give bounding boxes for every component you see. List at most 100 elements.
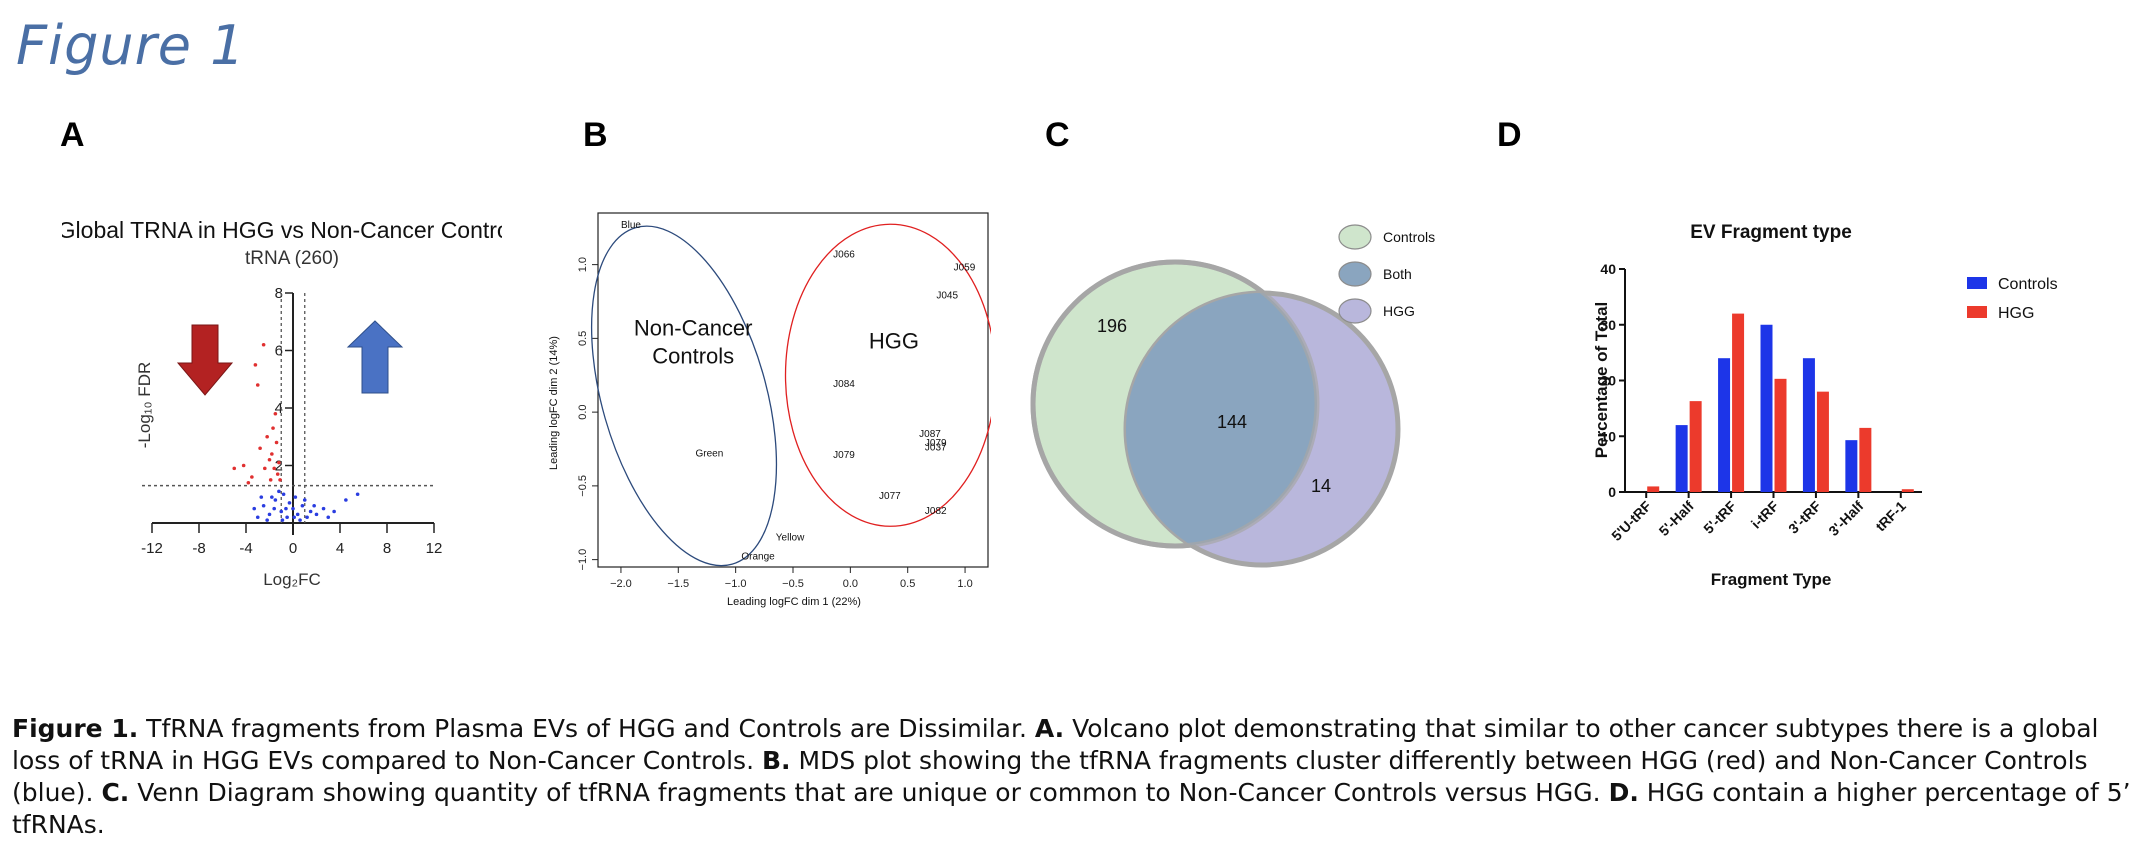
mds-sample-label: J084: [833, 379, 855, 390]
volcano-subtitle: tRNA (260): [245, 248, 339, 269]
bar-x-tick-label: 5'-tRF: [1700, 497, 1739, 536]
mds-sample-label: J059: [954, 263, 976, 274]
volcano-point-nonsignificant: [344, 498, 348, 502]
bar-x-axis-label: Fragment Type: [1711, 570, 1832, 589]
mds-x-tick-label: −2.0: [610, 578, 632, 590]
mds-plot: −2.0 −1.5 −1.0 −0.5 0.0 0.5 1.0 −1.0 −0.5 0.0 0.5 1…: [546, 205, 991, 610]
volcano-point-significant: [272, 466, 276, 471]
mds-x-tick-label: −0.5: [782, 578, 804, 590]
volcano-point-nonsignificant: [291, 506, 295, 511]
figure-title: Figure 1: [16, 14, 246, 77]
bar-y-tick-label: 30: [1600, 317, 1616, 333]
bar-x-tick-label: i-tRF: [1748, 498, 1782, 532]
caption-bold-0: Figure 1.: [12, 714, 139, 743]
bar-y-axis-label: Percentage of Total: [1592, 302, 1611, 459]
mds-x-tick-label: 1.0: [957, 578, 972, 590]
bar-y-tick-label: 40: [1600, 261, 1616, 277]
panel-label-c: C: [1045, 116, 1070, 154]
caption-bold-2: B.: [761, 746, 791, 775]
volcano-y-tick-label: 2: [275, 458, 283, 475]
volcano-x-tick-label: -4: [239, 540, 252, 557]
venn-controls-only-count: 196: [1097, 316, 1127, 336]
volcano-x-tick-label: 0: [289, 540, 297, 557]
mds-sample-label: Orange: [741, 552, 775, 563]
mds-sample-label: J077: [879, 491, 901, 502]
volcano-y-axis-label: -Log₁₀ FDR: [135, 362, 154, 448]
caption-text-4: HGG contain a higher percentage of 5’ tf…: [12, 778, 2131, 839]
bar-controls: [1845, 440, 1858, 492]
mds-y-axis-label: Leading logFC dim 2 (14%): [548, 336, 560, 470]
bar-hgg: [1689, 401, 1702, 492]
caption-bold-3: C.: [101, 778, 130, 807]
caption-text-3: Venn Diagram showing quantity of tfRNA f…: [129, 778, 1609, 807]
up-arrow-icon: [346, 320, 404, 394]
volcano-point-nonsignificant: [298, 518, 302, 522]
bar-controls: [1675, 425, 1688, 492]
volcano-point-significant: [274, 440, 279, 445]
volcano-point-nonsignificant: [270, 495, 274, 499]
caption-text-1: Volcano plot demonstrating that similar …: [12, 714, 2099, 775]
volcano-point-nonsignificant: [332, 509, 336, 514]
venn-legend-label: Controls: [1383, 229, 1435, 245]
caption-bold-4: D.: [1608, 778, 1639, 807]
mds-x-axis-label: Leading logFC dim 1 (22%): [727, 596, 861, 608]
volcano-point-nonsignificant: [293, 495, 298, 499]
volcano-x-tick-label: 4: [336, 540, 344, 557]
volcano-point-significant: [273, 411, 278, 416]
mds-sample-label: J066: [833, 249, 855, 260]
volcano-point-nonsignificant: [305, 515, 309, 520]
volcano-x-tick-label: 8: [383, 540, 391, 557]
mds-sample-label: Yellow: [776, 532, 805, 543]
venn-legend-swatch: [1338, 224, 1372, 250]
mds-sample-label: J079: [925, 438, 947, 449]
caption-text-2: MDS plot showing the tfRNA fragments clu…: [12, 746, 2088, 807]
volcano-point-nonsignificant: [279, 509, 284, 514]
mds-sample-label: J045: [936, 291, 958, 302]
mds-sample-label: J079: [833, 450, 855, 461]
volcano-point-nonsignificant: [281, 492, 286, 497]
bar-legend-label: HGG: [1998, 305, 2034, 322]
venn-legend-label: HGG: [1383, 303, 1415, 319]
volcano-point-significant: [253, 363, 258, 367]
volcano-point-significant: [246, 480, 251, 485]
volcano-point-nonsignificant: [314, 512, 319, 517]
volcano-point-nonsignificant: [259, 495, 264, 499]
volcano-point-nonsignificant: [280, 518, 285, 522]
bar-hgg: [1816, 391, 1829, 492]
bar-legend-swatch: [1967, 306, 1987, 318]
volcano-x-tick-label: 12: [426, 540, 443, 557]
volcano-point-nonsignificant: [252, 506, 257, 511]
volcano-point-significant: [268, 478, 273, 482]
panel-label-b: B: [583, 116, 608, 154]
venn-overlap: [1126, 293, 1317, 546]
volcano-point-nonsignificant: [308, 509, 313, 514]
volcano-point-significant: [278, 478, 282, 482]
bar-y-tick-label: 0: [1608, 484, 1616, 500]
bar-legend-swatch: [1967, 277, 1987, 289]
volcano-point-nonsignificant: [326, 515, 331, 520]
volcano-point-significant: [267, 457, 272, 462]
bar-y-tick-label: 20: [1600, 373, 1616, 389]
bar-controls: [1760, 324, 1773, 492]
volcano-point-nonsignificant: [265, 518, 269, 522]
volcano-point-nonsignificant: [300, 503, 305, 508]
bar-controls: [1718, 358, 1731, 492]
hgg-ellipse: [784, 223, 991, 527]
mds-sample-label: J082: [925, 506, 947, 517]
bar-chart-title: EV Fragment type: [1690, 222, 1852, 243]
bar-hgg: [1774, 378, 1787, 492]
bar-hgg: [1732, 313, 1745, 492]
bar-y-tick-label: 10: [1600, 428, 1616, 444]
bar-hgg: [1647, 486, 1660, 492]
mds-sample-label: Green: [696, 448, 724, 459]
volcano-point-significant: [270, 452, 274, 456]
volcano-point-nonsignificant: [272, 506, 276, 511]
volcano-point-nonsignificant: [295, 512, 300, 517]
volcano-point-nonsignificant: [285, 515, 289, 520]
mds-y-tick-label: −0.5: [577, 475, 589, 497]
volcano-y-tick-label: 8: [275, 285, 283, 302]
volcano-y-tick-label: 6: [275, 343, 283, 360]
venn-legend-swatch: [1338, 261, 1372, 287]
volcano-x-tick-label: -12: [141, 540, 163, 557]
mds-x-tick-label: −1.0: [725, 578, 747, 590]
